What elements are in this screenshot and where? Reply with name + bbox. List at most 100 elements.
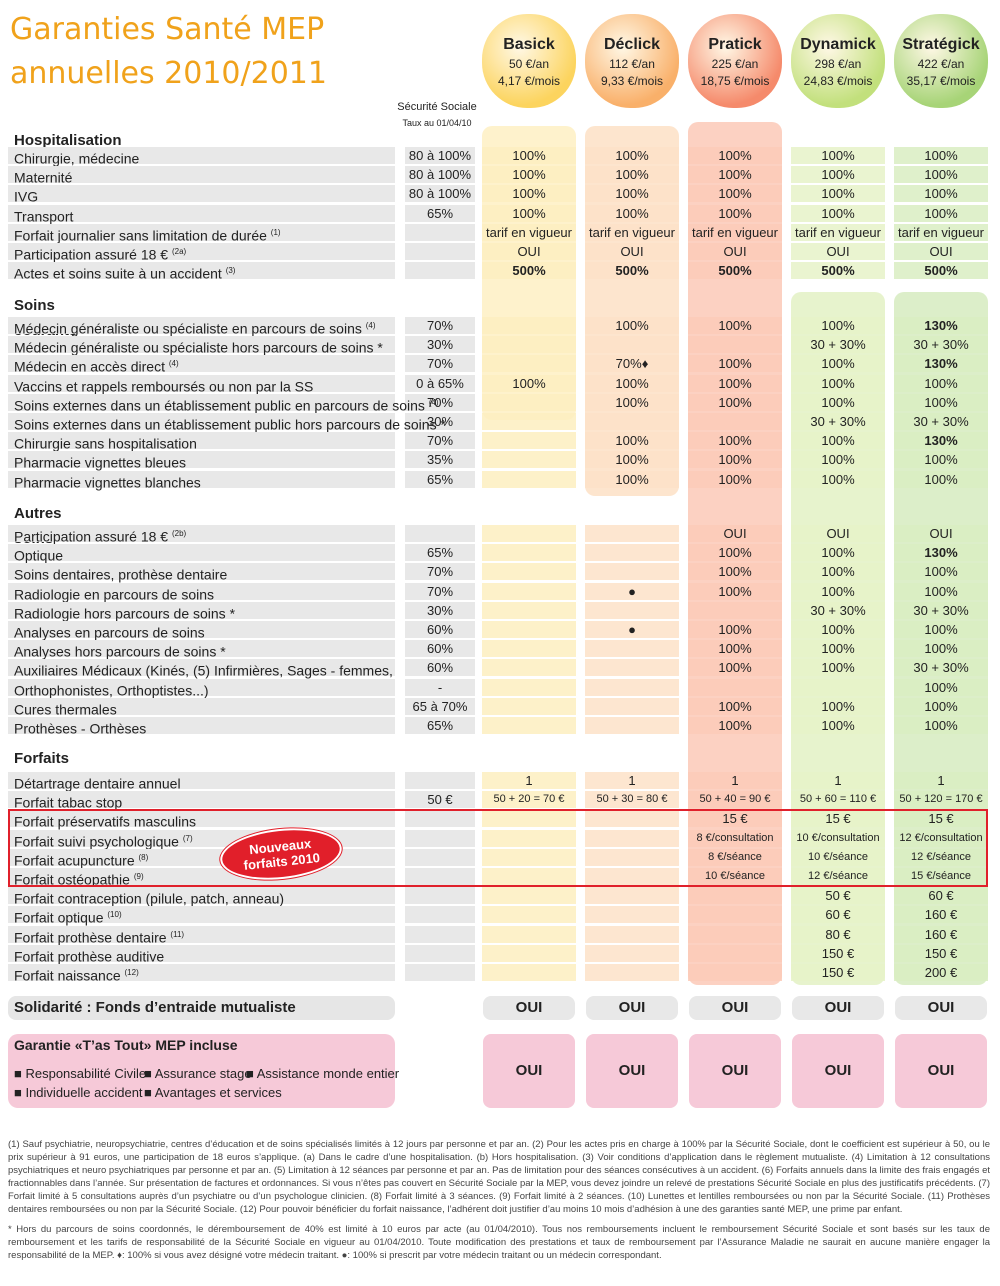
row-label-bg: [8, 262, 395, 280]
row-cell-bg: [482, 640, 576, 658]
row-value: 100%: [821, 433, 855, 449]
tas-tout-value: OUI: [895, 1034, 987, 1108]
row-cell-bg: [894, 697, 988, 715]
table-row: Vaccins et rappels remboursés ou non par…: [0, 374, 1000, 394]
row-ss-bg: [405, 563, 475, 581]
row-cell-bg: [585, 829, 679, 847]
row-label-bg: [8, 544, 395, 562]
tas-tout-item-label: Avantages et services: [154, 1085, 282, 1100]
row-cell-bg: [482, 262, 576, 280]
row-cell-bg: [688, 678, 782, 696]
row-cell-bg: [482, 451, 576, 469]
row-label-sup: (7): [182, 833, 193, 843]
plan-price-year: 422 €/an: [917, 57, 965, 71]
row-cell-bg: [585, 393, 679, 411]
row-cell-bg: [585, 336, 679, 354]
row-cell-bg: [688, 964, 782, 981]
row-cell-bg: [482, 887, 576, 905]
row-value: 100%: [615, 186, 649, 202]
row-label-bg: [8, 413, 395, 430]
row-label-text: Chirurgie, médecine: [14, 150, 140, 167]
row-cell-bg: [688, 906, 782, 924]
row-cell-bg: [894, 925, 988, 943]
row-ss-rate: 70%: [426, 356, 454, 372]
row-label-text: Transport: [14, 208, 74, 225]
row-cell-bg: [791, 355, 885, 373]
row-cell-bg: [791, 223, 885, 241]
row-label-bg: [8, 944, 395, 962]
tas-tout-item-label: Responsabilité Civile: [25, 1066, 147, 1081]
row-cell-bg: [585, 185, 679, 203]
row-cell-bg: [791, 563, 885, 581]
row-value: 100%: [615, 471, 649, 487]
row-value: 80 €: [825, 926, 851, 942]
tas-tout-value: OUI: [792, 1034, 884, 1108]
row-value: 30 + 30%: [913, 602, 969, 618]
row-cell-bg: [894, 906, 988, 924]
row-label-text: Cures thermales: [14, 701, 117, 718]
row-cell-bg: [894, 336, 988, 354]
row-ss-bg: [405, 678, 475, 696]
row-ss-bg: [405, 166, 475, 184]
row-value: 100%: [821, 205, 855, 221]
row-label-sup: (9): [133, 872, 144, 881]
row-label: Forfait préservatifs masculins: [14, 809, 196, 832]
table-row: Pharmacie vignettes blanches 65% 100% 100%…: [0, 470, 1000, 490]
row-value: 15 €: [928, 811, 954, 827]
row-cell-bg: [894, 678, 988, 696]
solidarite-value: OUI: [483, 996, 575, 1020]
solidarite-row-bg: [8, 996, 395, 1020]
row-label: Optique: [14, 543, 63, 566]
row-label-text: Analyses hors parcours de soins *: [14, 643, 226, 660]
row-label-text: IVG: [14, 189, 39, 206]
plan-header-5: Stratégick 422 €/an 35,17 €/mois: [894, 14, 988, 108]
row-ss-bg: [405, 204, 475, 222]
row-ss-bg: [405, 336, 475, 354]
plan-name: Déclick: [603, 36, 661, 53]
row-label-sup: (8): [138, 852, 149, 862]
row-value: OUI: [826, 526, 850, 541]
row-value: 100%: [718, 356, 752, 372]
row-ss-bg: [405, 791, 475, 809]
row-label: Cures thermales: [14, 697, 117, 720]
row-cell-bg: [585, 470, 679, 488]
row-label-text: Forfait ostéopathie: [14, 871, 130, 888]
row-value: 100%: [821, 186, 855, 202]
row-ss-bg: [405, 659, 475, 677]
tas-tout-title: Garantie «T’as Tout» MEP incluse: [14, 1037, 238, 1053]
row-cell-bg: [688, 317, 782, 334]
row-ss-bg: [405, 772, 475, 789]
row-cell-bg: [688, 810, 782, 828]
row-cell-bg: [482, 413, 576, 430]
row-value: 15 €: [722, 811, 748, 827]
table-row: Forfait prothèse auditive 150 € 150 €: [0, 944, 1000, 964]
plan-name: Pratick: [708, 36, 762, 53]
row-label-text: Analyses en parcours de soins: [14, 624, 205, 641]
row-cell-bg: [791, 413, 885, 430]
row-label: Analyses en parcours de soins: [14, 620, 205, 643]
row-cell-bg: [791, 944, 885, 962]
row-label: Soins externes dans un établissement pub…: [14, 412, 446, 435]
row-cell-bg: [791, 601, 885, 619]
row-value: 1: [731, 773, 739, 788]
row-cell-bg: [894, 204, 988, 222]
row-label-text: Participation assuré 18 €: [14, 528, 169, 545]
row-value: 100%: [718, 186, 752, 202]
row-label-text: Pharmacie vignettes bleues: [14, 455, 186, 472]
row-label: Détartrage dentaire annuel: [14, 771, 181, 794]
row-cell-bg: [688, 262, 782, 280]
row-value: 100%: [821, 698, 855, 714]
row-value: 1: [834, 773, 842, 788]
row-cell-bg: [482, 810, 576, 828]
plan-price-year: 225 €/an: [711, 57, 759, 71]
row-value: 100%: [924, 148, 958, 163]
row-label-text: Forfait contraception (pilule, patch, an…: [14, 890, 285, 907]
row-value: 100%: [512, 205, 546, 221]
row-value: 100%: [615, 394, 649, 410]
row-cell-bg: [585, 563, 679, 581]
row-cell-bg: [688, 185, 782, 203]
row-value: 1: [525, 773, 533, 788]
row-value: OUI: [723, 244, 747, 259]
row-ss-rate: 80 à 100%: [408, 167, 472, 183]
row-value: 8 €/consultation: [696, 831, 774, 844]
